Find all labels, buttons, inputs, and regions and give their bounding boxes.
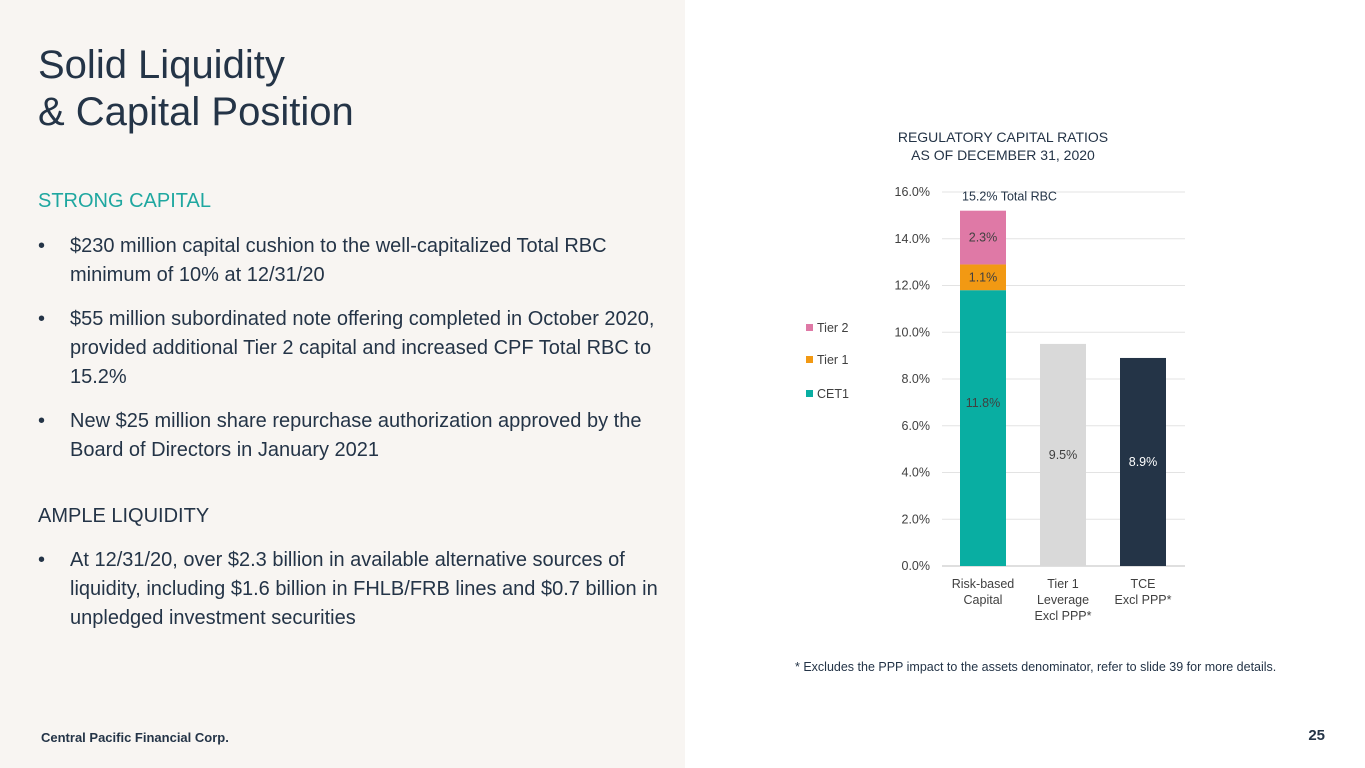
legend-label: Tier 2	[817, 321, 849, 335]
y-tick-label: 6.0%	[902, 419, 931, 433]
x-category-label: Excl PPP*	[1115, 593, 1172, 607]
legend-swatch	[806, 356, 813, 363]
y-tick-label: 4.0%	[902, 466, 931, 480]
y-tick-label: 0.0%	[902, 559, 931, 573]
bullet-item: New $25 million share repurchase authori…	[38, 407, 668, 465]
y-tick-label: 8.0%	[902, 372, 931, 386]
ample-liquidity-heading: AMPLE LIQUIDITY	[38, 505, 210, 527]
legend-swatch	[806, 324, 813, 331]
x-category-label: Capital	[964, 593, 1003, 607]
footnote: * Excludes the PPP impact to the assets …	[795, 660, 1277, 674]
page-title: Solid Liquidity & Capital Position	[38, 42, 354, 136]
data-label: 9.5%	[1049, 448, 1078, 462]
footer-company: Central Pacific Financial Corp.	[41, 730, 229, 745]
bar-segment	[1040, 343, 1086, 566]
legend-label: CET1	[817, 387, 849, 401]
chart-title-line-2: AS OF DECEMBER 31, 2020	[911, 147, 1095, 163]
ample-liquidity-list: At 12/31/20, over $2.3 billion in availa…	[38, 546, 668, 648]
data-label: 8.9%	[1129, 455, 1158, 469]
bullet-item: $55 million subordinated note offering c…	[38, 305, 668, 392]
strong-capital-heading: STRONG CAPITAL	[38, 190, 211, 212]
x-category-label: Tier 1	[1047, 577, 1079, 591]
legend-swatch	[806, 390, 813, 397]
page-number: 25	[1308, 727, 1325, 744]
legend-label: Tier 1	[817, 353, 849, 367]
x-category-label: Excl PPP*	[1035, 609, 1092, 623]
x-category-label: Risk-based	[952, 577, 1015, 591]
data-label: 11.8%	[966, 396, 1001, 410]
strong-capital-list: $230 million capital cushion to the well…	[38, 232, 668, 480]
title-line-1: Solid Liquidity	[38, 43, 285, 87]
bar-segment	[1120, 357, 1166, 566]
bar-segment	[960, 290, 1006, 566]
chart-title: REGULATORY CAPITAL RATIOS AS OF DECEMBER…	[853, 128, 1153, 164]
bar-segment	[960, 210, 1006, 265]
y-tick-label: 10.0%	[895, 325, 930, 339]
y-tick-label: 14.0%	[895, 232, 930, 246]
bullet-item: At 12/31/20, over $2.3 billion in availa…	[38, 546, 668, 633]
x-category-label: TCE	[1131, 577, 1156, 591]
bar-segment	[960, 264, 1006, 291]
bullet-item: $230 million capital cushion to the well…	[38, 232, 668, 290]
total-rbc-label: 15.2% Total RBC	[962, 190, 1057, 204]
data-label: 2.3%	[969, 231, 998, 245]
x-category-label: Leverage	[1037, 593, 1089, 607]
title-line-2: & Capital Position	[38, 90, 354, 134]
data-label: 1.1%	[969, 270, 998, 284]
chart-title-line-1: REGULATORY CAPITAL RATIOS	[897, 129, 1109, 145]
y-tick-label: 12.0%	[895, 279, 930, 293]
y-tick-label: 16.0%	[895, 185, 930, 199]
y-tick-label: 2.0%	[902, 512, 931, 526]
